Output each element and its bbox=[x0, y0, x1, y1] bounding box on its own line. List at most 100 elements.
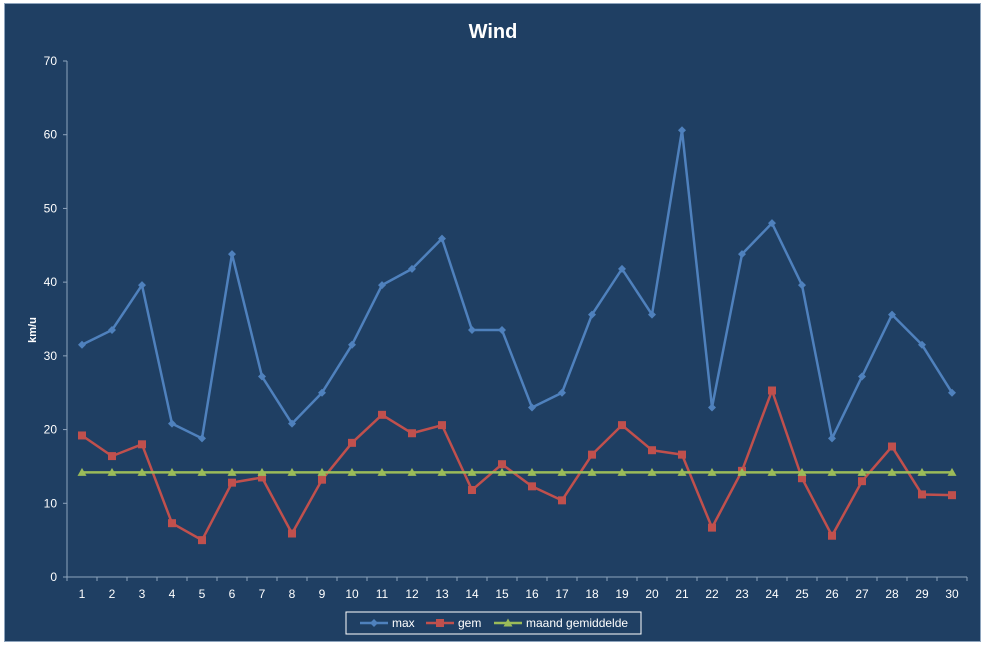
data-point-maand-gemiddelde bbox=[947, 467, 957, 476]
y-tick-label: 20 bbox=[44, 423, 58, 437]
x-tick-label: 21 bbox=[675, 587, 689, 601]
x-tick-label: 19 bbox=[615, 587, 629, 601]
data-point-gem bbox=[108, 452, 116, 461]
data-point-gem bbox=[78, 431, 86, 440]
data-point-gem bbox=[828, 531, 836, 540]
data-point-maand-gemiddelde bbox=[917, 467, 927, 476]
data-point-maand-gemiddelde bbox=[767, 467, 777, 476]
y-tick-label: 30 bbox=[44, 349, 58, 363]
series-layer bbox=[77, 126, 957, 545]
data-point-maand-gemiddelde bbox=[617, 467, 627, 476]
data-point-max bbox=[498, 326, 506, 335]
series-maand-gemiddelde bbox=[77, 467, 957, 476]
x-tick-label: 13 bbox=[435, 587, 449, 601]
data-point-maand-gemiddelde bbox=[887, 467, 897, 476]
data-point-gem bbox=[798, 474, 806, 483]
x-tick-label: 18 bbox=[585, 587, 599, 601]
data-point-gem bbox=[288, 529, 296, 538]
x-tick-label: 3 bbox=[139, 587, 146, 601]
data-point-gem bbox=[528, 482, 536, 491]
data-point-max bbox=[318, 388, 326, 397]
data-point-gem bbox=[768, 386, 776, 395]
data-point-maand-gemiddelde bbox=[167, 467, 177, 476]
data-point-gem bbox=[378, 410, 386, 419]
data-point-maand-gemiddelde bbox=[737, 467, 747, 476]
data-point-gem bbox=[498, 460, 506, 469]
y-tick-label: 10 bbox=[44, 496, 58, 510]
data-point-max bbox=[168, 419, 176, 428]
y-tick-label: 40 bbox=[44, 275, 58, 289]
data-point-max bbox=[558, 388, 566, 397]
data-point-maand-gemiddelde bbox=[377, 467, 387, 476]
data-point-max bbox=[798, 281, 806, 290]
data-point-max bbox=[348, 340, 356, 349]
legend-marker-gem bbox=[436, 619, 444, 627]
x-tick-label: 14 bbox=[465, 587, 479, 601]
legend-box bbox=[345, 611, 642, 635]
data-point-gem bbox=[588, 450, 596, 459]
data-point-maand-gemiddelde bbox=[437, 467, 447, 476]
data-point-gem bbox=[138, 440, 146, 449]
data-point-max bbox=[138, 281, 146, 290]
data-point-maand-gemiddelde bbox=[677, 467, 687, 476]
data-point-max bbox=[288, 419, 296, 428]
data-point-gem bbox=[198, 536, 206, 545]
data-point-maand-gemiddelde bbox=[497, 467, 507, 476]
x-tick-label: 30 bbox=[945, 587, 959, 601]
data-point-max bbox=[378, 281, 386, 290]
x-tick-label: 24 bbox=[765, 587, 779, 601]
data-point-maand-gemiddelde bbox=[857, 467, 867, 476]
data-point-max bbox=[108, 326, 116, 335]
legend-marker-maand-gemiddelde bbox=[503, 618, 513, 627]
y-axis-label: km/u bbox=[27, 317, 39, 343]
data-point-max bbox=[528, 403, 536, 412]
data-point-gem bbox=[168, 519, 176, 528]
x-tick-label: 1 bbox=[79, 587, 86, 601]
data-point-gem bbox=[858, 477, 866, 486]
y-tick-label: 50 bbox=[44, 201, 58, 215]
data-point-gem bbox=[678, 450, 686, 459]
data-point-max bbox=[858, 372, 866, 381]
x-tick-label: 26 bbox=[825, 587, 839, 601]
data-point-maand-gemiddelde bbox=[287, 467, 297, 476]
x-tick-label: 27 bbox=[855, 587, 869, 601]
x-tick-label: 25 bbox=[795, 587, 809, 601]
data-point-gem bbox=[558, 496, 566, 505]
series-gem bbox=[78, 386, 956, 545]
data-point-gem bbox=[648, 446, 656, 455]
data-point-max bbox=[588, 310, 596, 319]
data-point-maand-gemiddelde bbox=[137, 467, 147, 476]
data-point-maand-gemiddelde bbox=[197, 467, 207, 476]
legend: max gem maand gemiddelde bbox=[345, 611, 642, 635]
data-point-max bbox=[198, 434, 206, 443]
x-tick-label: 15 bbox=[495, 587, 509, 601]
data-point-maand-gemiddelde bbox=[647, 467, 657, 476]
data-point-gem bbox=[348, 438, 356, 447]
data-point-maand-gemiddelde bbox=[467, 467, 477, 476]
data-point-maand-gemiddelde bbox=[797, 467, 807, 476]
data-point-gem bbox=[708, 523, 716, 532]
series-max bbox=[78, 126, 956, 443]
data-point-max bbox=[468, 326, 476, 335]
data-point-max bbox=[648, 310, 656, 319]
data-point-max bbox=[408, 264, 416, 273]
data-point-gem bbox=[258, 473, 266, 482]
data-point-max bbox=[228, 250, 236, 259]
data-point-max bbox=[768, 219, 776, 228]
data-point-max bbox=[828, 434, 836, 443]
data-point-gem bbox=[468, 486, 476, 495]
x-tick-label: 12 bbox=[405, 587, 419, 601]
data-point-maand-gemiddelde bbox=[527, 467, 537, 476]
chart-title: Wind bbox=[469, 21, 518, 43]
data-point-max bbox=[678, 126, 686, 135]
data-point-max bbox=[948, 388, 956, 397]
data-point-max bbox=[618, 264, 626, 273]
data-point-gem bbox=[438, 421, 446, 430]
x-tick-label: 20 bbox=[645, 587, 659, 601]
y-tick-label: 70 bbox=[44, 54, 58, 68]
legend-label-maand-gemiddelde: maand gemiddelde bbox=[526, 616, 628, 630]
data-point-max bbox=[258, 372, 266, 381]
x-tick-label: 28 bbox=[885, 587, 899, 601]
